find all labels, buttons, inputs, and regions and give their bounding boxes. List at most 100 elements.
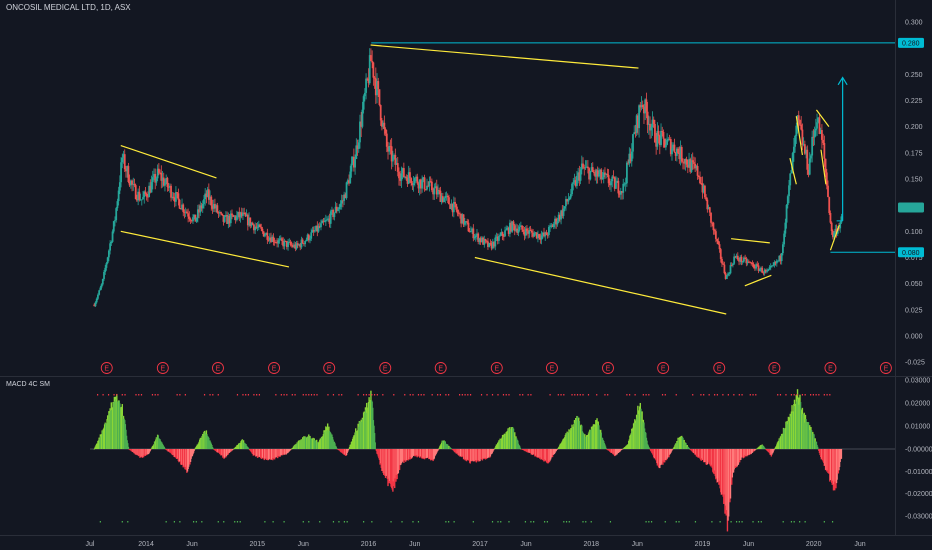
candle bbox=[117, 186, 120, 206]
candle-body bbox=[706, 199, 709, 210]
price-label-low-bg bbox=[898, 247, 924, 258]
candle-body bbox=[634, 132, 637, 134]
macd-signal-dot bbox=[719, 521, 721, 523]
candle bbox=[417, 181, 420, 194]
candle bbox=[572, 177, 575, 191]
candle-body bbox=[461, 214, 464, 224]
candle bbox=[201, 200, 204, 213]
candle bbox=[723, 261, 726, 275]
candle bbox=[181, 198, 183, 211]
earnings-marker-label: E bbox=[550, 366, 555, 373]
candle-body bbox=[311, 230, 314, 233]
candle-body bbox=[140, 199, 143, 201]
candle-body bbox=[494, 237, 497, 247]
macd-signal-dot bbox=[459, 394, 461, 396]
candle bbox=[250, 222, 253, 228]
candle bbox=[409, 167, 411, 183]
candle-body bbox=[231, 213, 233, 216]
candle bbox=[127, 162, 130, 184]
candle-body bbox=[680, 147, 683, 162]
macd-signal-dot bbox=[113, 394, 115, 396]
candle-body bbox=[390, 146, 393, 162]
candle bbox=[588, 167, 591, 184]
candle-body bbox=[134, 185, 137, 200]
macd-histogram-bar bbox=[335, 446, 337, 449]
candle-body bbox=[752, 264, 755, 268]
candle bbox=[772, 262, 775, 267]
time-axis-tick-label: Jun bbox=[854, 541, 865, 548]
candle bbox=[133, 178, 136, 188]
candle bbox=[755, 262, 757, 271]
candle-body bbox=[701, 183, 704, 193]
candle-body bbox=[172, 196, 175, 198]
candle-body bbox=[635, 115, 638, 133]
candle-body bbox=[768, 267, 771, 270]
macd-signal-dot bbox=[826, 394, 828, 396]
candle bbox=[345, 181, 348, 200]
candle bbox=[138, 185, 141, 202]
candle-body bbox=[344, 194, 347, 199]
candle bbox=[551, 223, 554, 228]
candle bbox=[704, 184, 706, 199]
candle bbox=[322, 217, 325, 226]
candle-body bbox=[621, 191, 623, 193]
candle bbox=[249, 217, 252, 229]
candle bbox=[121, 153, 124, 169]
macd-signal-dot bbox=[173, 521, 175, 523]
candle-body bbox=[661, 130, 664, 133]
candle-body bbox=[455, 204, 458, 210]
macd-signal-dot bbox=[692, 394, 694, 396]
candle bbox=[616, 177, 619, 184]
candle bbox=[680, 145, 683, 164]
candle-body bbox=[406, 177, 409, 184]
macd-signal-dot bbox=[648, 521, 650, 523]
price-label-low: 0.080 bbox=[898, 247, 924, 258]
candle-body bbox=[607, 175, 610, 184]
earnings-marker-circle bbox=[323, 362, 336, 374]
macd-signal-dot bbox=[664, 521, 666, 523]
candle-body bbox=[187, 213, 190, 217]
candle bbox=[311, 226, 314, 233]
candle-body bbox=[278, 239, 281, 241]
candle bbox=[209, 190, 211, 205]
candle-body bbox=[120, 162, 122, 183]
candle bbox=[511, 220, 514, 233]
candle-body bbox=[220, 212, 222, 214]
candle bbox=[339, 200, 342, 210]
candle-body bbox=[718, 244, 721, 250]
macd-histogram-bar bbox=[621, 449, 624, 450]
candle-body bbox=[591, 167, 594, 173]
macd-signal-dot bbox=[448, 394, 450, 396]
candle-body bbox=[137, 191, 140, 201]
macd-signal-dot bbox=[393, 394, 395, 396]
candle-body bbox=[566, 199, 569, 202]
candle-body bbox=[242, 212, 244, 216]
candle bbox=[132, 177, 135, 191]
candle bbox=[629, 148, 632, 164]
candle bbox=[287, 239, 289, 251]
candle bbox=[495, 232, 498, 242]
candle bbox=[123, 149, 126, 173]
candle bbox=[183, 209, 186, 219]
macd-signal-dot bbox=[557, 394, 559, 396]
candle bbox=[810, 153, 812, 163]
macd-signal-dot bbox=[461, 394, 463, 396]
candle bbox=[663, 138, 666, 148]
candle-body bbox=[407, 172, 410, 184]
macd-axis-tick-label: 0.03000 bbox=[905, 378, 930, 385]
candle-body bbox=[383, 122, 386, 129]
macd-signal-dot bbox=[796, 394, 798, 396]
candle bbox=[140, 199, 143, 206]
candle bbox=[813, 126, 816, 146]
candle bbox=[262, 231, 265, 237]
candle-body bbox=[456, 209, 459, 214]
candle bbox=[479, 236, 482, 245]
candle-body bbox=[257, 224, 260, 228]
candle bbox=[628, 147, 631, 167]
macd-signal-dot bbox=[777, 394, 779, 396]
candle bbox=[288, 238, 291, 243]
candle bbox=[310, 228, 313, 242]
candle bbox=[619, 187, 622, 200]
macd-signal-dot bbox=[733, 394, 735, 396]
